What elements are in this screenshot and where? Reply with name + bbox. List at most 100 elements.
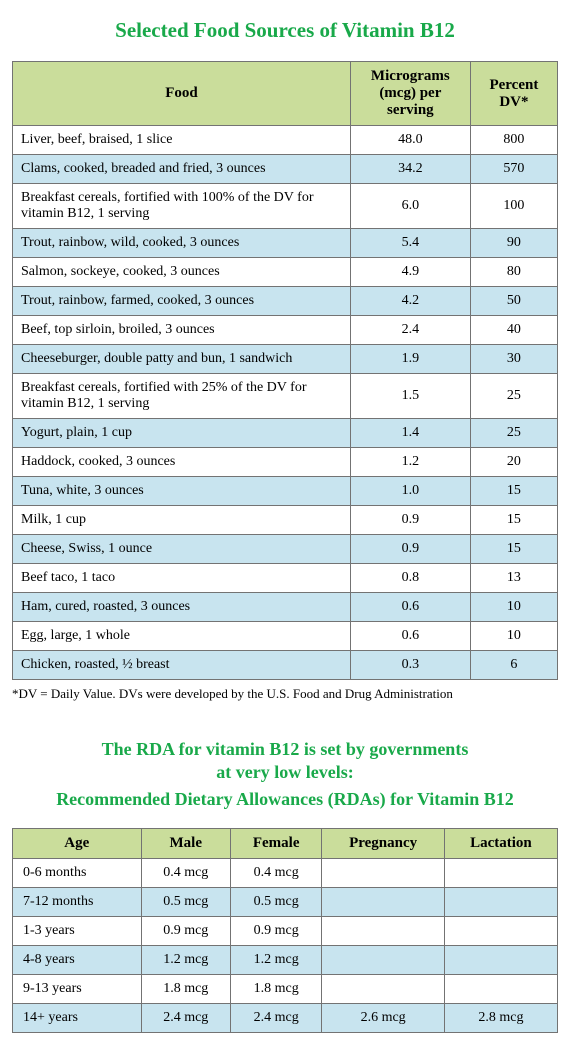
- food-cell: Breakfast cereals, fortified with 25% of…: [13, 374, 351, 419]
- food-cell: Trout, rainbow, wild, cooked, 3 ounces: [13, 229, 351, 258]
- mcg-cell: 1.5: [350, 374, 470, 419]
- pregnancy-cell: [322, 975, 444, 1004]
- header-age: Age: [13, 829, 142, 859]
- pregnancy-cell: [322, 888, 444, 917]
- mcg-cell: 0.8: [350, 564, 470, 593]
- age-cell: 14+ years: [13, 1004, 142, 1033]
- header-lactation: Lactation: [444, 829, 557, 859]
- male-cell: 0.4 mcg: [141, 859, 230, 888]
- food-sources-table: Food Micrograms (mcg) per serving Percen…: [12, 61, 558, 680]
- mcg-cell: 0.6: [350, 622, 470, 651]
- mcg-cell: 6.0: [350, 184, 470, 229]
- dv-cell: 800: [470, 126, 557, 155]
- table-row: Beef taco, 1 taco0.813: [13, 564, 558, 593]
- female-cell: 0.9 mcg: [230, 917, 322, 946]
- male-cell: 2.4 mcg: [141, 1004, 230, 1033]
- table-row: Ham, cured, roasted, 3 ounces0.610: [13, 593, 558, 622]
- food-cell: Clams, cooked, breaded and fried, 3 ounc…: [13, 155, 351, 184]
- age-cell: 4-8 years: [13, 946, 142, 975]
- header-male: Male: [141, 829, 230, 859]
- table-row: Breakfast cereals, fortified with 25% of…: [13, 374, 558, 419]
- dv-cell: 10: [470, 622, 557, 651]
- rda-header-row: Age Male Female Pregnancy Lactation: [13, 829, 558, 859]
- table-row: Tuna, white, 3 ounces1.015: [13, 477, 558, 506]
- table-row: Beef, top sirloin, broiled, 3 ounces2.44…: [13, 316, 558, 345]
- mcg-cell: 48.0: [350, 126, 470, 155]
- dv-cell: 10: [470, 593, 557, 622]
- table-row: Egg, large, 1 whole0.610: [13, 622, 558, 651]
- mcg-cell: 34.2: [350, 155, 470, 184]
- dv-cell: 15: [470, 506, 557, 535]
- table-row: Milk, 1 cup0.915: [13, 506, 558, 535]
- table-row: 4-8 years1.2 mcg1.2 mcg: [13, 946, 558, 975]
- food-cell: Breakfast cereals, fortified with 100% o…: [13, 184, 351, 229]
- food-cell: Egg, large, 1 whole: [13, 622, 351, 651]
- mcg-cell: 1.9: [350, 345, 470, 374]
- dv-cell: 6: [470, 651, 557, 680]
- food-cell: Cheeseburger, double patty and bun, 1 sa…: [13, 345, 351, 374]
- table-row: Chicken, roasted, ½ breast0.36: [13, 651, 558, 680]
- food-cell: Beef taco, 1 taco: [13, 564, 351, 593]
- age-cell: 1-3 years: [13, 917, 142, 946]
- mcg-cell: 0.9: [350, 535, 470, 564]
- dv-cell: 80: [470, 258, 557, 287]
- header-dv: Percent DV*: [470, 62, 557, 126]
- food-cell: Chicken, roasted, ½ breast: [13, 651, 351, 680]
- table-row: 9-13 years1.8 mcg1.8 mcg: [13, 975, 558, 1004]
- table-row: Trout, rainbow, wild, cooked, 3 ounces5.…: [13, 229, 558, 258]
- female-cell: 1.2 mcg: [230, 946, 322, 975]
- mcg-cell: 1.2: [350, 448, 470, 477]
- mcg-cell: 1.0: [350, 477, 470, 506]
- lactation-cell: [444, 888, 557, 917]
- mcg-cell: 0.9: [350, 506, 470, 535]
- female-cell: 0.4 mcg: [230, 859, 322, 888]
- rda-intro: The RDA for vitamin B12 is set by govern…: [12, 738, 558, 783]
- mcg-cell: 5.4: [350, 229, 470, 258]
- dv-cell: 20: [470, 448, 557, 477]
- header-mcg: Micrograms (mcg) per serving: [350, 62, 470, 126]
- age-cell: 9-13 years: [13, 975, 142, 1004]
- food-sources-title: Selected Food Sources of Vitamin B12: [12, 18, 558, 43]
- table-row: Clams, cooked, breaded and fried, 3 ounc…: [13, 155, 558, 184]
- female-cell: 2.4 mcg: [230, 1004, 322, 1033]
- age-cell: 0-6 months: [13, 859, 142, 888]
- food-cell: Beef, top sirloin, broiled, 3 ounces: [13, 316, 351, 345]
- dv-cell: 90: [470, 229, 557, 258]
- mcg-cell: 1.4: [350, 419, 470, 448]
- food-cell: Liver, beef, braised, 1 slice: [13, 126, 351, 155]
- table-row: Yogurt, plain, 1 cup1.425: [13, 419, 558, 448]
- table-row: 7-12 months0.5 mcg0.5 mcg: [13, 888, 558, 917]
- pregnancy-cell: 2.6 mcg: [322, 1004, 444, 1033]
- table-row: 1-3 years0.9 mcg0.9 mcg: [13, 917, 558, 946]
- header-female: Female: [230, 829, 322, 859]
- male-cell: 0.5 mcg: [141, 888, 230, 917]
- food-cell: Milk, 1 cup: [13, 506, 351, 535]
- mcg-cell: 0.3: [350, 651, 470, 680]
- rda-table: Age Male Female Pregnancy Lactation 0-6 …: [12, 828, 558, 1033]
- header-pregnancy: Pregnancy: [322, 829, 444, 859]
- header-food: Food: [13, 62, 351, 126]
- mcg-cell: 4.2: [350, 287, 470, 316]
- food-cell: Tuna, white, 3 ounces: [13, 477, 351, 506]
- dv-cell: 40: [470, 316, 557, 345]
- age-cell: 7-12 months: [13, 888, 142, 917]
- food-cell: Yogurt, plain, 1 cup: [13, 419, 351, 448]
- lactation-cell: 2.8 mcg: [444, 1004, 557, 1033]
- mcg-cell: 4.9: [350, 258, 470, 287]
- table-row: Cheeseburger, double patty and bun, 1 sa…: [13, 345, 558, 374]
- pregnancy-cell: [322, 917, 444, 946]
- food-sources-header-row: Food Micrograms (mcg) per serving Percen…: [13, 62, 558, 126]
- dv-cell: 50: [470, 287, 557, 316]
- mcg-cell: 0.6: [350, 593, 470, 622]
- table-row: Liver, beef, braised, 1 slice48.0800: [13, 126, 558, 155]
- table-row: Salmon, sockeye, cooked, 3 ounces4.980: [13, 258, 558, 287]
- rda-intro-line2: at very low levels:: [216, 762, 353, 782]
- food-cell: Ham, cured, roasted, 3 ounces: [13, 593, 351, 622]
- dv-cell: 15: [470, 477, 557, 506]
- food-cell: Salmon, sockeye, cooked, 3 ounces: [13, 258, 351, 287]
- dv-cell: 100: [470, 184, 557, 229]
- food-cell: Haddock, cooked, 3 ounces: [13, 448, 351, 477]
- mcg-cell: 2.4: [350, 316, 470, 345]
- female-cell: 0.5 mcg: [230, 888, 322, 917]
- table-row: Cheese, Swiss, 1 ounce0.915: [13, 535, 558, 564]
